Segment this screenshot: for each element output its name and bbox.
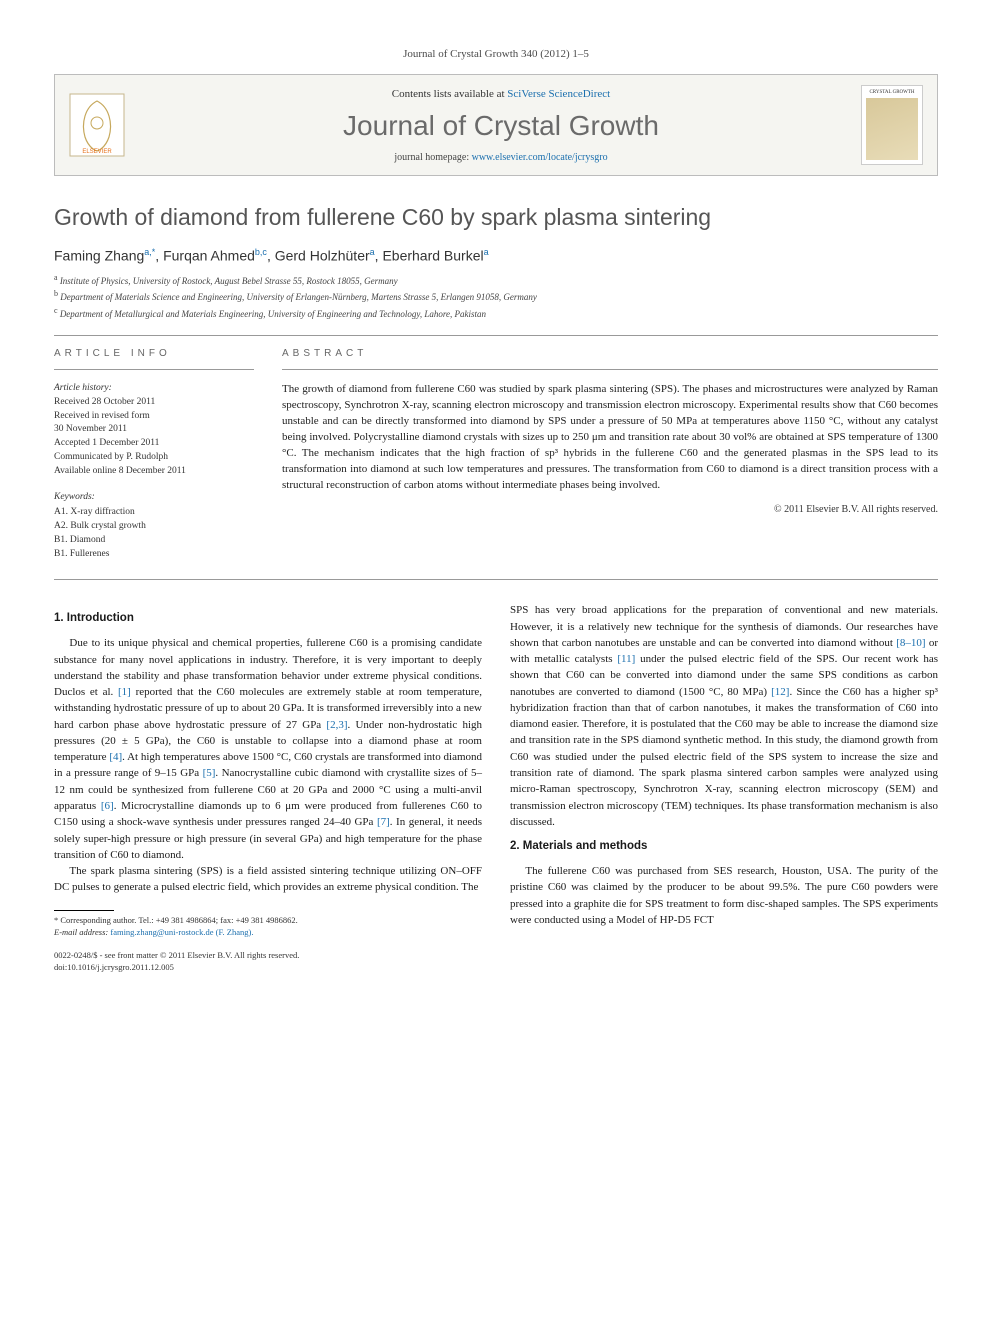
history-received: Received 28 October 2011 (54, 397, 155, 407)
email-label: E-mail address: (54, 927, 108, 937)
s1-p2: The spark plasma sintering (SPS) is a fi… (54, 865, 482, 893)
doi-block: 0022-0248/$ - see front matter © 2011 El… (54, 950, 482, 974)
body-column-right: SPS has very broad applications for the … (510, 602, 938, 974)
divider (282, 369, 938, 370)
history-accepted: Accepted 1 December 2011 (54, 438, 159, 448)
journal-homepage-line: journal homepage: www.elsevier.com/locat… (141, 152, 861, 163)
history-heading: Article history: (54, 383, 112, 393)
keyword-4: B1. Fullerenes (54, 549, 109, 559)
doi-line: doi:10.1016/j.jcrysgro.2011.12.005 (54, 962, 174, 972)
homepage-prefix: journal homepage: (394, 152, 471, 163)
section-2-heading: 2. Materials and methods (510, 838, 938, 855)
elsevier-logo: ELSEVIER (69, 93, 125, 157)
corr-email-link[interactable]: faming.zhang@uni-rostock.de (F. Zhang). (110, 927, 253, 937)
ref-5[interactable]: [5] (203, 767, 216, 779)
contents-available-line: Contents lists available at SciVerse Sci… (141, 88, 861, 100)
history-revised-2: 30 November 2011 (54, 424, 127, 434)
body-column-left: 1. Introduction Due to its unique physic… (54, 602, 482, 974)
abstract-text: The growth of diamond from fullerene C60… (282, 382, 938, 494)
front-matter-line: 0022-0248/$ - see front matter © 2011 El… (54, 950, 299, 960)
keyword-1: A1. X-ray diffraction (54, 507, 135, 517)
ref-12[interactable]: [12] (771, 686, 789, 698)
journal-homepage-link[interactable]: www.elsevier.com/locate/jcrysgro (472, 152, 608, 163)
keyword-2: A2. Bulk crystal growth (54, 521, 146, 531)
author-1: Faming Zhang (54, 248, 144, 264)
divider (54, 369, 254, 370)
ref-1[interactable]: [1] (118, 686, 131, 698)
s1-p3a: SPS has very broad applications for the … (510, 604, 938, 649)
keywords-heading: Keywords: (54, 491, 254, 505)
article-title: Growth of diamond from fullerene C60 by … (54, 204, 938, 231)
contents-prefix: Contents lists available at (392, 88, 507, 100)
abstract-label: ABSTRACT (282, 348, 938, 359)
journal-cover-thumb: CRYSTAL GROWTH (861, 85, 923, 165)
ref-8-10[interactable]: [8–10] (896, 637, 925, 649)
ref-6[interactable]: [6] (101, 800, 114, 812)
history-communicated: Communicated by P. Rudolph (54, 452, 168, 462)
journal-ref-line: Journal of Crystal Growth 340 (2012) 1–5 (54, 48, 938, 60)
affiliations: a Institute of Physics, University of Ro… (54, 272, 938, 322)
divider (54, 579, 938, 580)
author-4-sup: a (484, 247, 489, 257)
ref-4[interactable]: [4] (109, 751, 122, 763)
ref-7[interactable]: [7] (377, 816, 390, 828)
author-2: Furqan Ahmed (163, 248, 255, 264)
corresponding-author-footnote: * Corresponding author. Tel.: +49 381 49… (54, 915, 482, 939)
history-online: Available online 8 December 2011 (54, 466, 186, 476)
author-list: Faming Zhanga,*, Furqan Ahmedb,c, Gerd H… (54, 247, 938, 264)
affiliation-a: Institute of Physics, University of Rost… (60, 276, 398, 286)
journal-name: Journal of Crystal Growth (141, 110, 861, 142)
ref-11[interactable]: [11] (617, 653, 635, 665)
copyright-line: © 2011 Elsevier B.V. All rights reserved… (282, 504, 938, 515)
ref-2-3[interactable]: [2,3] (326, 719, 347, 731)
author-3-sup: a (370, 247, 375, 257)
author-1-sup: a,* (144, 247, 155, 257)
section-1-heading: 1. Introduction (54, 610, 482, 627)
s1-p3d: . Since the C60 has a higher sp³ hybridi… (510, 686, 938, 828)
s2-p1: The fullerene C60 was purchased from SES… (510, 865, 938, 926)
history-revised-1: Received in revised form (54, 411, 150, 421)
article-history: Article history: Received 28 October 201… (54, 382, 254, 478)
keyword-3: B1. Diamond (54, 535, 105, 545)
journal-header: ELSEVIER Contents lists available at Sci… (54, 74, 938, 176)
divider (54, 335, 938, 336)
article-info-label: ARTICLE INFO (54, 348, 254, 359)
affiliation-c: Department of Metallurgical and Material… (60, 309, 486, 319)
corr-author-line: * Corresponding author. Tel.: +49 381 49… (54, 915, 298, 925)
cover-label: CRYSTAL GROWTH (869, 90, 914, 96)
footnote-separator (54, 910, 114, 911)
svg-text:ELSEVIER: ELSEVIER (82, 149, 112, 155)
author-3: Gerd Holzhüter (275, 248, 370, 264)
author-2-sup: b,c (255, 247, 267, 257)
affiliation-b: Department of Materials Science and Engi… (60, 292, 537, 302)
sciencedirect-link[interactable]: SciVerse ScienceDirect (507, 88, 610, 100)
author-4: Eberhard Burkel (382, 248, 483, 264)
keywords-block: Keywords: A1. X-ray diffraction A2. Bulk… (54, 491, 254, 562)
